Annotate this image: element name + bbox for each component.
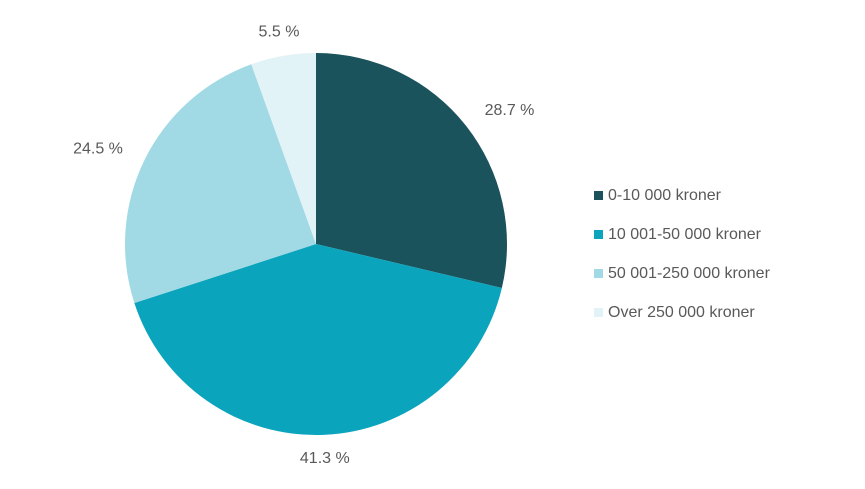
data-label: 28.7 % — [485, 102, 535, 119]
pie-slice — [125, 64, 316, 304]
legend-swatch — [594, 308, 603, 317]
pie-slices — [125, 53, 507, 435]
legend-item: 10 001-50 000 kroner — [594, 215, 770, 254]
data-label: 41.3 % — [300, 450, 350, 467]
pie-slice — [251, 53, 316, 244]
pie-data-labels: 28.7 % 41.3 % 24.5 % 5.5 % — [73, 23, 534, 467]
legend-swatch — [594, 230, 603, 239]
legend: 0-10 000 kroner 10 001-50 000 kroner 50 … — [594, 176, 770, 332]
legend-swatch — [594, 191, 603, 200]
legend-label: 0-10 000 kroner — [608, 186, 721, 204]
legend-item: Over 250 000 kroner — [594, 293, 770, 332]
legend-label: 10 001-50 000 kroner — [608, 225, 761, 243]
legend-item: 50 001-250 000 kroner — [594, 254, 770, 293]
legend-label: Over 250 000 kroner — [608, 303, 755, 321]
data-label: 24.5 % — [73, 141, 123, 158]
legend-item: 0-10 000 kroner — [594, 176, 770, 215]
legend-swatch — [594, 269, 603, 278]
pie-slice — [134, 244, 502, 435]
pie-slice — [316, 53, 507, 288]
legend-label: 50 001-250 000 kroner — [608, 264, 770, 282]
data-label: 5.5 % — [259, 23, 300, 40]
